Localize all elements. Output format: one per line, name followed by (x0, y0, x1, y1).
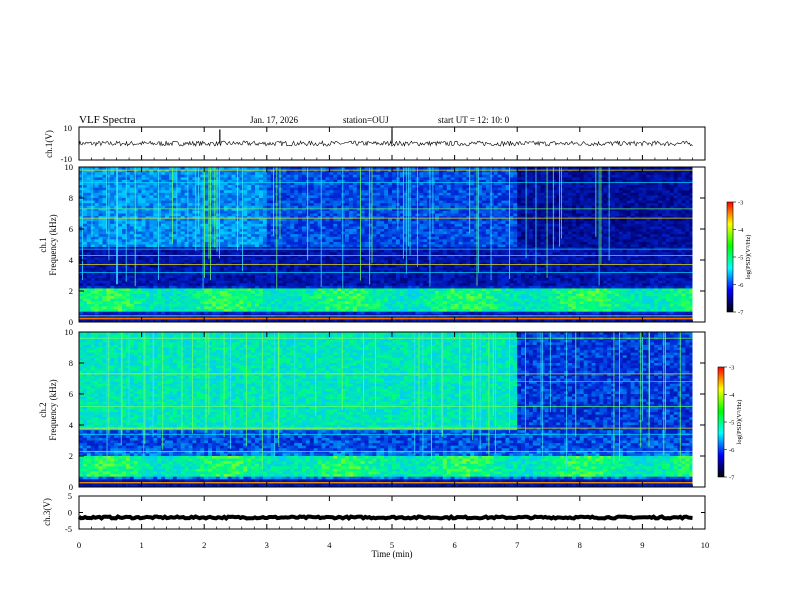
spec1-ytick-label-1: 2 (69, 286, 73, 296)
spec1-ytick-label-2: 4 (69, 255, 74, 265)
ch1-colorbar-ticks: -3 -4 -5 -6 -7 (733, 200, 744, 317)
ch1-ylabel: ch.1(V) (44, 130, 54, 158)
spec2-nodata (692, 332, 705, 487)
ch3-ylabel: ch.3(V) (42, 498, 52, 526)
ch1-spectrogram-channel-label: ch.1 (38, 237, 48, 252)
ch1-ytick-bottom: -10 (61, 154, 72, 164)
xtick-label-6: 6 (452, 540, 456, 550)
spec2-ytick-label-0: 0 (69, 482, 73, 492)
ch2-colorbar: -3 -4 -5 -6 -7 log(PSD)(V²/Hz) (717, 365, 743, 482)
figure-title: VLF Spectra (79, 114, 136, 126)
spec1-cells (79, 167, 694, 322)
ch1-colorbar: -3 -4 -5 -6 -7 log(PSD)(V²/Hz) (726, 200, 752, 317)
colorbar-tick-label-1-1: -4 (738, 227, 744, 234)
spec1-ytick-label-4: 8 (69, 193, 73, 203)
time-axis-label: Time (min) (372, 549, 413, 559)
xtick-label-4: 4 (327, 540, 332, 550)
spec2-ytick-label-4: 8 (69, 358, 73, 368)
xtick-label-2: 2 (202, 540, 206, 550)
ch2-spectrogram-panel: 0 2 4 6 8 10 ch.2 Frequency (kHz) (38, 327, 706, 492)
ch2-spectrogram-ylabel: Frequency (kHz) (48, 379, 58, 440)
spec2-ytick-label-3: 6 (69, 389, 73, 399)
xtick-label-5: 5 (390, 540, 394, 550)
spec2-ytick-label-5: 10 (65, 327, 74, 337)
ch1-spectrogram-ylabel: Frequency (kHz) (48, 214, 58, 275)
spec1-nodata (692, 167, 705, 322)
ch2-spectrogram-yticks: 0 2 4 6 8 10 (65, 327, 705, 492)
spec2-ytick-label-1: 2 (69, 451, 73, 461)
colorbar-tick-label-2-1: -4 (729, 392, 735, 399)
colorbar-tick-label-1-0: -3 (738, 200, 743, 207)
colorbar-tick-label-1-2: -5 (738, 255, 743, 262)
ch1-spectrogram-panel: 0 2 4 6 8 10 ch.1 Frequency (kHz) (38, 162, 706, 327)
spec2-cells (79, 332, 694, 487)
xtick-label-8: 8 (578, 540, 582, 550)
figure-date: Jan. 17, 2026 (250, 115, 298, 125)
ch1-colorbar-label: log(PSD)(V²/Hz) (745, 235, 752, 280)
ch3-waveform-panel: 5 0 -5 ch.3(V) (42, 491, 706, 534)
ch3-ytick-label-0: 5 (68, 491, 72, 501)
ch1-waveform-panel: 10 -10 ch.1(V) (44, 123, 706, 164)
spec2-ytick-label-2: 4 (69, 420, 74, 430)
ch2-spectrogram-channel-label: ch.2 (38, 402, 48, 417)
colorbar-tick-label-2-3: -6 (729, 447, 735, 454)
ch1-spectrogram-yticks: 0 2 4 6 8 10 (65, 162, 705, 327)
ch2-colorbar-ticks: -3 -4 -5 -6 -7 (724, 365, 735, 482)
colorbar-tick-label-2-2: -5 (729, 420, 734, 427)
ch1-waveform-trace (78, 140, 693, 148)
ch2-colorbar-label: log(PSD)(V²/Hz) (736, 400, 743, 445)
ch1-spectrogram-image (79, 167, 705, 322)
spec1-ytick-label-0: 0 (69, 317, 73, 327)
figure-station: station=OUJ (343, 115, 389, 125)
xtick-label-10: 10 (701, 540, 710, 550)
spec1-ytick-label-5: 10 (65, 162, 74, 172)
colorbar-tick-label-1-3: -6 (738, 282, 744, 289)
xtick-label-3: 3 (265, 540, 269, 550)
colorbar-tick-label-1-4: -7 (738, 310, 744, 317)
xtick-label-7: 7 (515, 540, 519, 550)
ch3-ytick-label-1: 0 (68, 508, 72, 518)
xtick-label-9: 9 (640, 540, 644, 550)
ch3-yticks: 5 0 -5 (65, 491, 705, 534)
ch3-waveform-trace (77, 513, 693, 522)
spec1-ytick-label-3: 6 (69, 224, 73, 234)
ch1-ytick-top: 10 (64, 123, 73, 133)
xtick-label-1: 1 (139, 540, 143, 550)
ch2-spectrogram-image (79, 332, 705, 487)
time-axis: 0 1 2 3 4 5 6 7 8 9 10 (77, 127, 709, 550)
colorbar-tick-label-2-4: -7 (729, 475, 735, 482)
colorbar-tick-label-2-0: -3 (729, 365, 734, 372)
figure-start-time: start UT = 12: 10: 0 (438, 115, 510, 125)
ch3-ytick-label-2: -5 (65, 524, 72, 534)
xtick-label-0: 0 (77, 540, 81, 550)
